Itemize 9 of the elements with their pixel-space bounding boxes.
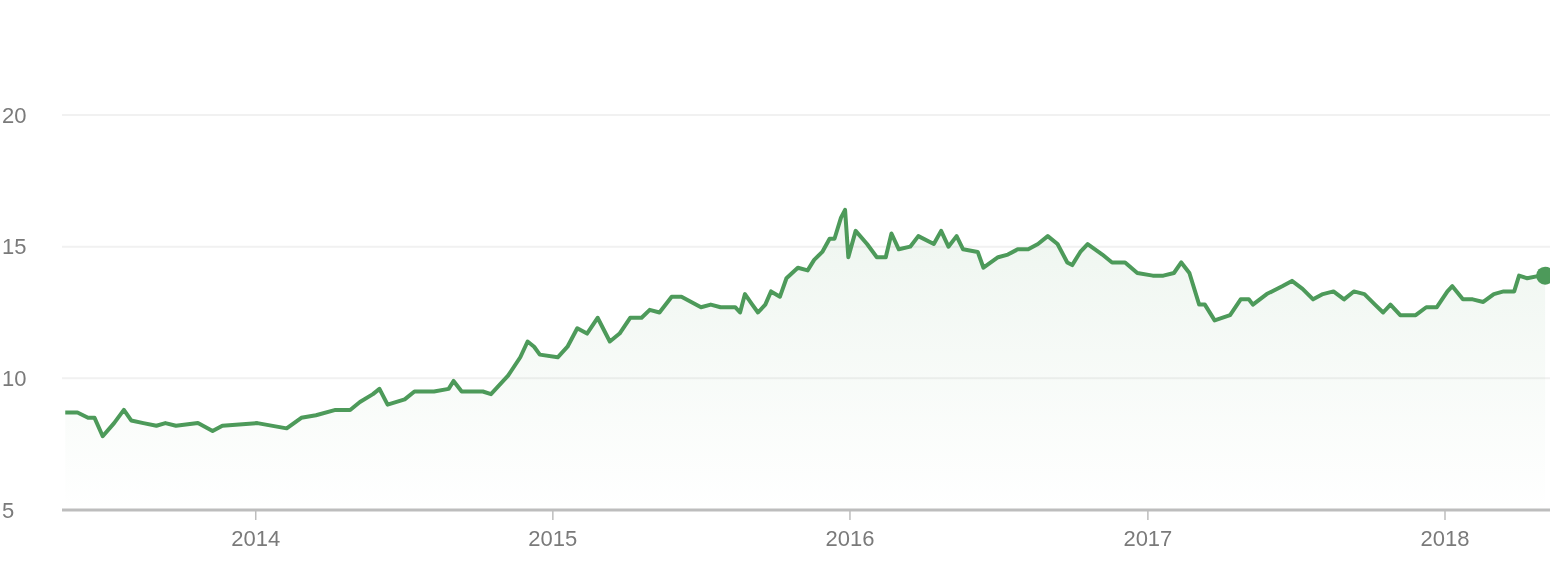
x-tick-label: 2014 xyxy=(231,525,281,551)
x-tick-label: 2015 xyxy=(528,525,578,551)
y-tick-label: 5 xyxy=(2,497,15,523)
y-tick-label: 10 xyxy=(2,366,27,392)
x-tick-label: 2017 xyxy=(1123,525,1173,551)
y-tick-label: 20 xyxy=(2,102,27,128)
x-tick-label: 2016 xyxy=(825,525,875,551)
x-tick-label: 2018 xyxy=(1420,525,1470,551)
y-tick-label: 15 xyxy=(2,234,27,260)
